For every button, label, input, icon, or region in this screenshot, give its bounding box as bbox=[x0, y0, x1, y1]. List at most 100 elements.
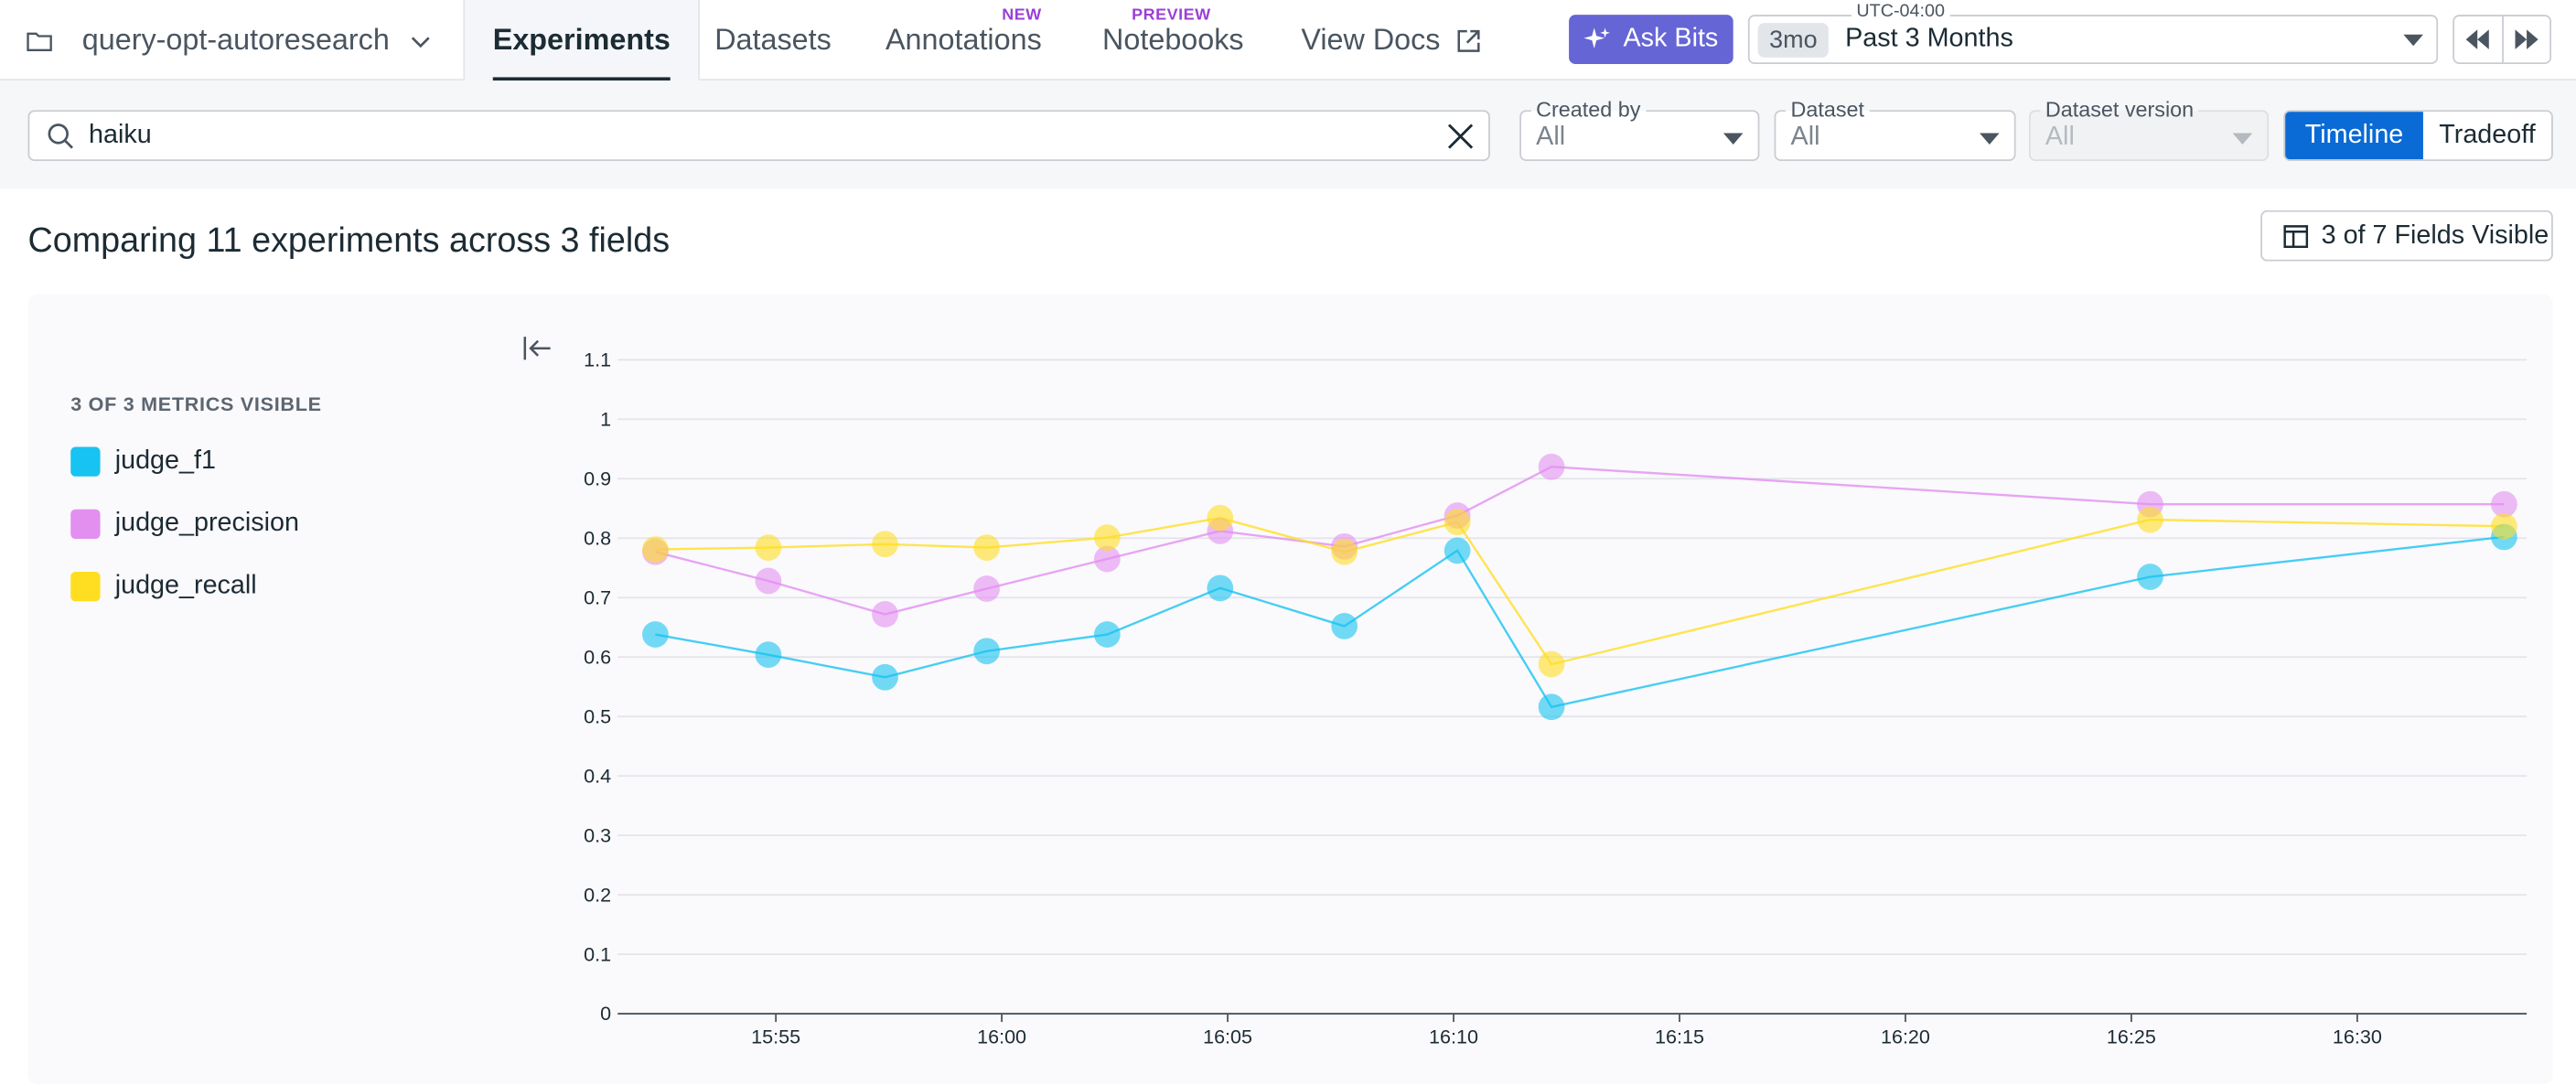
ask-bits-label: Ask Bits bbox=[1623, 24, 1719, 53]
folder-icon bbox=[27, 31, 52, 51]
preview-badge: PREVIEW bbox=[1132, 6, 1211, 25]
data-point-judge_precision bbox=[1093, 545, 1121, 573]
data-point-judge_recall bbox=[973, 534, 1000, 562]
data-point-judge_f1 bbox=[1093, 621, 1121, 648]
view-toggle: Timeline Tradeoff bbox=[2283, 110, 2553, 161]
search-input[interactable] bbox=[88, 120, 1403, 151]
x-tick-label: 16:30 bbox=[2333, 1025, 2382, 1047]
data-point-judge_recall bbox=[755, 534, 782, 562]
dataset-version-label: Dataset version bbox=[2040, 96, 2199, 122]
dataset-version-value: All bbox=[2045, 123, 2075, 152]
tab-experiments-label: Experiments bbox=[492, 23, 671, 57]
data-point-judge_f1 bbox=[872, 663, 898, 691]
y-tick-label: 0.9 bbox=[584, 467, 611, 489]
collapse-legend-icon[interactable] bbox=[522, 335, 552, 361]
dataset-select[interactable]: Dataset All bbox=[1774, 96, 2016, 161]
x-tick-label: 16:15 bbox=[1655, 1025, 1704, 1047]
series-line-judge_recall bbox=[655, 516, 2505, 666]
y-tick-label: 0.2 bbox=[584, 883, 611, 906]
time-back-button[interactable] bbox=[2454, 16, 2504, 63]
x-tick-label: 15:55 bbox=[751, 1025, 800, 1047]
data-point-judge_precision bbox=[973, 575, 1000, 602]
data-point-judge_precision bbox=[2491, 490, 2517, 518]
tab-annotations[interactable]: NEW Annotations bbox=[857, 0, 1069, 81]
tab-notebooks-label: Notebooks bbox=[1102, 23, 1244, 57]
columns-icon bbox=[2283, 224, 2309, 248]
caret-down-icon bbox=[2403, 34, 2423, 47]
data-point-judge_recall bbox=[1331, 538, 1358, 565]
legend-item-judge-recall[interactable]: judge_recall bbox=[70, 571, 257, 602]
data-point-judge_f1 bbox=[642, 621, 669, 648]
fast-forward-icon bbox=[2515, 29, 2538, 49]
data-point-judge_f1 bbox=[755, 641, 782, 668]
data-point-judge_f1 bbox=[1538, 693, 1565, 721]
tab-notebooks[interactable]: PREVIEW Notebooks bbox=[1075, 0, 1272, 81]
time-forward-button[interactable] bbox=[2503, 16, 2549, 62]
data-point-judge_f1 bbox=[1444, 537, 1471, 564]
rewind-icon bbox=[2466, 29, 2490, 49]
x-tick-label: 16:00 bbox=[977, 1025, 1026, 1047]
project-selector[interactable]: query-opt-autoresearch bbox=[27, 0, 433, 81]
sparkle-icon bbox=[1583, 27, 1611, 48]
legend-label: judge_recall bbox=[114, 571, 257, 600]
legend-swatch bbox=[70, 571, 101, 602]
tradeoff-button[interactable]: Tradeoff bbox=[2422, 112, 2552, 160]
caret-down-icon bbox=[1723, 133, 1744, 145]
search-icon bbox=[48, 123, 73, 148]
y-tick-label: 1.1 bbox=[584, 348, 611, 371]
time-range-value: Past 3 Months bbox=[1845, 24, 2013, 53]
time-range-selector[interactable]: UTC-04:00 3mo Past 3 Months bbox=[1747, 1, 2439, 65]
y-tick-label: 0.1 bbox=[584, 942, 611, 965]
y-tick-label: 0.6 bbox=[584, 645, 611, 668]
data-point-judge_f1 bbox=[2137, 564, 2163, 590]
x-tick-label: 16:25 bbox=[2107, 1025, 2156, 1047]
y-tick-label: 1 bbox=[600, 407, 611, 430]
created-by-value: All bbox=[1536, 123, 1566, 152]
y-tick-label: 0.7 bbox=[584, 585, 611, 608]
tab-annotations-label: Annotations bbox=[885, 23, 1042, 57]
tab-experiments[interactable]: Experiments bbox=[463, 0, 701, 81]
created-by-label: Created by bbox=[1530, 96, 1646, 122]
created-by-select[interactable]: Created by All bbox=[1519, 96, 1760, 161]
data-point-judge_recall bbox=[1093, 524, 1121, 551]
data-point-judge_recall bbox=[2491, 512, 2517, 540]
data-point-judge_recall bbox=[1444, 509, 1471, 536]
fields-visible-label: 3 of 7 Fields Visible bbox=[2321, 220, 2549, 250]
filter-bar: Created by All Dataset All Dataset versi… bbox=[0, 80, 2576, 189]
project-name: query-opt-autoresearch bbox=[81, 23, 390, 57]
data-point-judge_recall bbox=[1207, 504, 1234, 532]
view-docs-label: View Docs bbox=[1301, 23, 1441, 57]
caret-down-icon bbox=[1980, 133, 2000, 145]
data-point-judge_recall bbox=[1538, 650, 1565, 678]
series-line-judge_f1 bbox=[655, 535, 2505, 709]
view-docs-link[interactable]: View Docs bbox=[1273, 0, 1509, 81]
dataset-version-select: Dataset version All bbox=[2028, 96, 2270, 161]
ask-bits-button[interactable]: Ask Bits bbox=[1569, 15, 1733, 65]
y-tick-label: 0.8 bbox=[584, 526, 611, 549]
data-point-judge_f1 bbox=[973, 638, 1000, 665]
legend-item-judge-precision[interactable]: judge_precision bbox=[70, 509, 299, 540]
data-point-judge_recall bbox=[2137, 506, 2163, 533]
legend-swatch bbox=[70, 446, 101, 477]
x-tick-label: 16:20 bbox=[1881, 1025, 1930, 1047]
data-point-judge_f1 bbox=[1331, 613, 1358, 639]
legend-label: judge_f1 bbox=[114, 446, 216, 476]
close-icon[interactable] bbox=[1445, 122, 1475, 151]
data-point-judge_precision bbox=[755, 567, 782, 595]
page-title: Comparing 11 experiments across 3 fields bbox=[27, 221, 671, 260]
data-point-judge_f1 bbox=[1207, 575, 1234, 602]
legend-title: 3 OF 3 METRICS VISIBLE bbox=[70, 392, 322, 416]
dataset-label: Dataset bbox=[1786, 96, 1870, 122]
y-tick-label: 0 bbox=[600, 1002, 611, 1025]
y-tick-label: 0.4 bbox=[584, 764, 611, 787]
external-link-icon bbox=[1456, 28, 1480, 52]
new-badge: NEW bbox=[1002, 6, 1042, 25]
top-navigation-bar: query-opt-autoresearch Experiments Datas… bbox=[0, 0, 2576, 81]
legend-item-judge-f1[interactable]: judge_f1 bbox=[70, 446, 216, 477]
fields-visible-button[interactable]: 3 of 7 Fields Visible bbox=[2260, 209, 2553, 262]
x-tick-label: 16:10 bbox=[1429, 1025, 1478, 1047]
legend-swatch bbox=[70, 509, 101, 540]
data-point-judge_precision bbox=[872, 601, 898, 628]
tab-datasets[interactable]: Datasets bbox=[687, 0, 860, 81]
timeline-button[interactable]: Timeline bbox=[2285, 112, 2423, 160]
